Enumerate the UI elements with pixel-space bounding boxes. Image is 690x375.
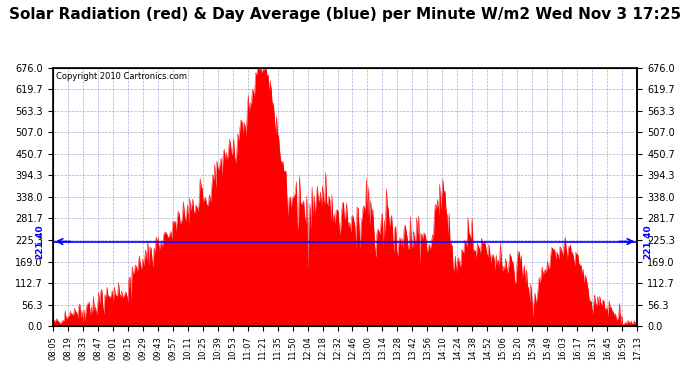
Text: Solar Radiation (red) & Day Average (blue) per Minute W/m2 Wed Nov 3 17:25: Solar Radiation (red) & Day Average (blu… [9,8,681,22]
Text: 221.40: 221.40 [35,224,44,259]
Text: 221.40: 221.40 [643,224,652,259]
Text: Copyright 2010 Cartronics.com: Copyright 2010 Cartronics.com [55,72,186,81]
